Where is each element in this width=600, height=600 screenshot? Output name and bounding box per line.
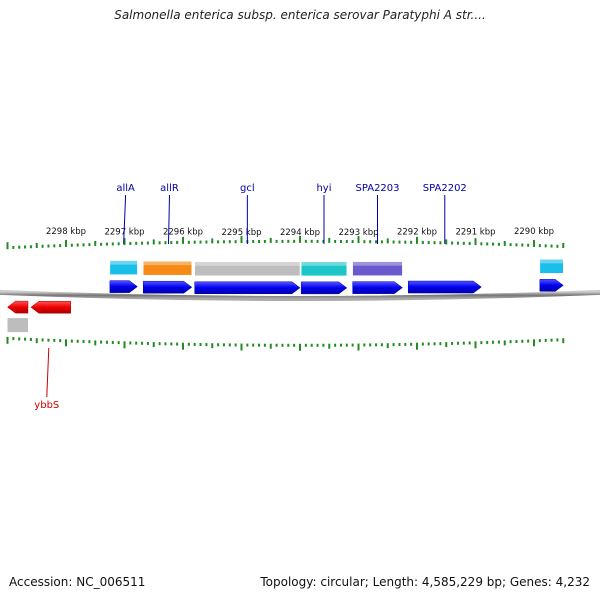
- gene-arrow-forward[interactable]: [300, 281, 348, 295]
- cog-category-box[interactable]: [194, 261, 301, 277]
- gene-arrow-forward[interactable]: [109, 280, 138, 293]
- scale-label: 2294 kbp: [280, 228, 320, 238]
- gene-arrow-reverse[interactable]: [30, 300, 71, 314]
- gene-arrow-forward[interactable]: [194, 281, 301, 295]
- cog-category-track: [7, 259, 564, 333]
- gene-label[interactable]: SPA2202: [423, 183, 467, 194]
- cog-category-highlight: [109, 260, 138, 265]
- gene-arrow-forward[interactable]: [142, 280, 193, 294]
- gene-arrow-reverse[interactable]: [7, 300, 29, 314]
- cog-category-highlight: [143, 261, 192, 266]
- gene-label-leader: [167, 194, 170, 245]
- tick-ring-outer: [6, 235, 565, 250]
- cog-category-highlight: [301, 261, 347, 266]
- gene-label[interactable]: SPA2203: [355, 183, 399, 194]
- cog-category-highlight: [194, 261, 300, 266]
- genome-title: Salmonella enterica subsp. enterica sero…: [114, 8, 486, 22]
- cog-category-highlight: [352, 261, 403, 266]
- gene-label[interactable]: allA: [116, 183, 135, 194]
- accession-label: Accession: NC_006511: [9, 575, 146, 589]
- scale-labels: 2298 kbp 2297 kbp 2296 kbp 2295 kbp 2294 kbp…: [46, 227, 554, 238]
- cog-category-highlight: [539, 259, 564, 264]
- gene-label-leader: [123, 194, 127, 245]
- forward-strand-track: [109, 279, 564, 295]
- gene-arrow-forward[interactable]: [352, 281, 403, 294]
- scale-label: 2296 kbp: [163, 228, 203, 238]
- cog-category-box[interactable]: [7, 318, 28, 333]
- scale-label: 2291 kbp: [455, 227, 495, 237]
- gene-label[interactable]: ybbS: [34, 400, 59, 411]
- tick-ring-inner: [6, 336, 565, 351]
- scale-label: 2290 kbp: [514, 227, 554, 237]
- gene-label-leader: [46, 347, 50, 398]
- scale-label: 2298 kbp: [46, 227, 86, 237]
- cog-category-box[interactable]: [142, 260, 193, 276]
- scale-label: 2293 kbp: [338, 228, 378, 238]
- scale-label: 2295 kbp: [221, 228, 261, 238]
- gene-label[interactable]: allR: [160, 183, 179, 194]
- cog-category-box[interactable]: [109, 260, 138, 275]
- gene-arrow-forward[interactable]: [539, 279, 564, 292]
- reverse-strand-track: [7, 300, 71, 314]
- gene-labels: allA allR gcl hyi SPA2203 SPA2202 ybbS: [34, 183, 466, 411]
- cog-category-box[interactable]: [352, 261, 403, 276]
- backbone-arc: [0, 289, 600, 301]
- gene-arrow-forward[interactable]: [407, 280, 482, 294]
- gene-label[interactable]: gcl: [240, 183, 255, 194]
- cog-category-box[interactable]: [539, 259, 564, 274]
- scale-label: 2292 kbp: [397, 228, 437, 238]
- cog-category-box[interactable]: [300, 261, 348, 277]
- genome-info-label: Topology: circular; Length: 4,585,229 bp…: [260, 575, 590, 589]
- gene-label[interactable]: hyi: [316, 183, 331, 194]
